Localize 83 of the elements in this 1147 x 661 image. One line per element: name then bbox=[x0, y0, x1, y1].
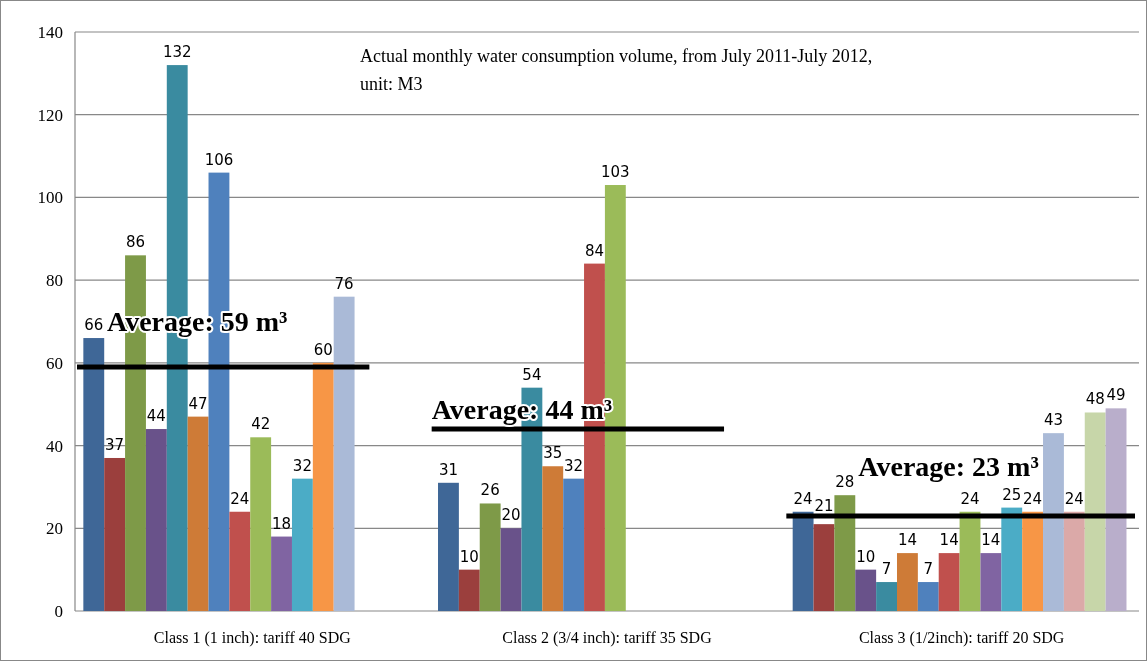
bar bbox=[1084, 412, 1106, 611]
data-label: 21 bbox=[814, 496, 834, 515]
data-label: 42 bbox=[251, 415, 271, 434]
data-label: 66 bbox=[84, 316, 104, 335]
data-label: 49 bbox=[1106, 386, 1126, 405]
data-label: 10 bbox=[459, 547, 479, 566]
bar bbox=[834, 495, 856, 611]
y-tick-label: 0 bbox=[54, 601, 63, 621]
data-label: 26 bbox=[480, 481, 500, 500]
data-label: 47 bbox=[188, 394, 208, 413]
data-label: 25 bbox=[1002, 485, 1022, 504]
bar bbox=[250, 437, 272, 611]
data-label: 37 bbox=[105, 435, 125, 454]
y-tick-label: 100 bbox=[37, 188, 63, 208]
data-label: 24 bbox=[230, 489, 250, 508]
data-label: 103 bbox=[601, 163, 630, 182]
y-tick-label: 140 bbox=[37, 22, 63, 42]
bar bbox=[229, 511, 251, 611]
y-tick-label: 20 bbox=[46, 519, 63, 539]
bar bbox=[980, 553, 1002, 611]
data-label: 7 bbox=[923, 560, 934, 579]
bar bbox=[1022, 511, 1044, 611]
data-label: 48 bbox=[1085, 390, 1105, 409]
data-label: 14 bbox=[939, 531, 959, 550]
data-label: 10 bbox=[856, 547, 876, 566]
data-label: 86 bbox=[125, 233, 146, 252]
bar bbox=[83, 338, 105, 611]
bar bbox=[458, 569, 480, 611]
data-label: 18 bbox=[271, 514, 292, 533]
bar bbox=[938, 553, 960, 611]
data-label: 28 bbox=[835, 473, 855, 492]
data-label: 24 bbox=[1023, 489, 1043, 508]
ref-line-label: Average: 23 m³ bbox=[858, 450, 1039, 482]
data-label: 31 bbox=[438, 460, 458, 479]
data-label: 7 bbox=[881, 560, 892, 579]
y-tick-label: 120 bbox=[37, 105, 63, 125]
bar bbox=[1063, 511, 1085, 611]
bar bbox=[312, 362, 334, 611]
data-label: 60 bbox=[313, 340, 333, 359]
bar bbox=[145, 429, 167, 611]
bar bbox=[333, 296, 355, 611]
data-label: 14 bbox=[981, 531, 1001, 550]
bar bbox=[1043, 433, 1064, 611]
y-tick-label: 60 bbox=[46, 353, 63, 373]
data-label: 32 bbox=[292, 456, 312, 475]
data-label: 54 bbox=[522, 365, 542, 384]
bar bbox=[104, 457, 126, 611]
data-label: 32 bbox=[564, 456, 584, 475]
bar bbox=[792, 511, 814, 611]
bar bbox=[479, 503, 501, 611]
bar bbox=[896, 553, 918, 611]
text: Actual monthly water consumption volume, from July 2011-July 2012, unit: M3 bbox=[360, 46, 873, 94]
data-label: 14 bbox=[897, 531, 917, 550]
bar bbox=[187, 416, 209, 611]
data-label: 24 bbox=[1064, 489, 1084, 508]
data-label: 20 bbox=[501, 506, 521, 525]
bar bbox=[271, 536, 292, 611]
bar bbox=[855, 569, 877, 611]
bar bbox=[563, 478, 585, 611]
data-label: 76 bbox=[334, 274, 354, 293]
data-label: 24 bbox=[960, 489, 980, 508]
x-tick-label: Class 2 (3/4 inch): tariff 35 SDG bbox=[502, 629, 713, 647]
data-label: 44 bbox=[146, 407, 166, 426]
bar bbox=[542, 466, 564, 611]
data-label: 43 bbox=[1043, 411, 1064, 430]
data-label: 84 bbox=[584, 241, 605, 260]
data-label: 132 bbox=[162, 43, 192, 62]
bar bbox=[291, 478, 313, 611]
bar bbox=[1001, 507, 1023, 611]
bar bbox=[813, 524, 835, 611]
data-label: 24 bbox=[793, 489, 813, 508]
y-tick-label: 40 bbox=[46, 436, 63, 456]
data-label: 106 bbox=[204, 150, 234, 169]
bar bbox=[1105, 408, 1127, 611]
bar bbox=[959, 511, 981, 611]
x-tick-label: Class 1 (1 inch): tariff 40 SDG bbox=[153, 629, 352, 647]
bar bbox=[500, 528, 522, 611]
bar bbox=[876, 582, 897, 611]
data-label: 35 bbox=[543, 444, 563, 463]
bar bbox=[917, 582, 939, 611]
x-tick-label: Class 3 (1/2inch): tariff 20 SDG bbox=[858, 629, 1065, 647]
bar bbox=[438, 482, 459, 611]
y-tick-label: 80 bbox=[46, 271, 63, 291]
